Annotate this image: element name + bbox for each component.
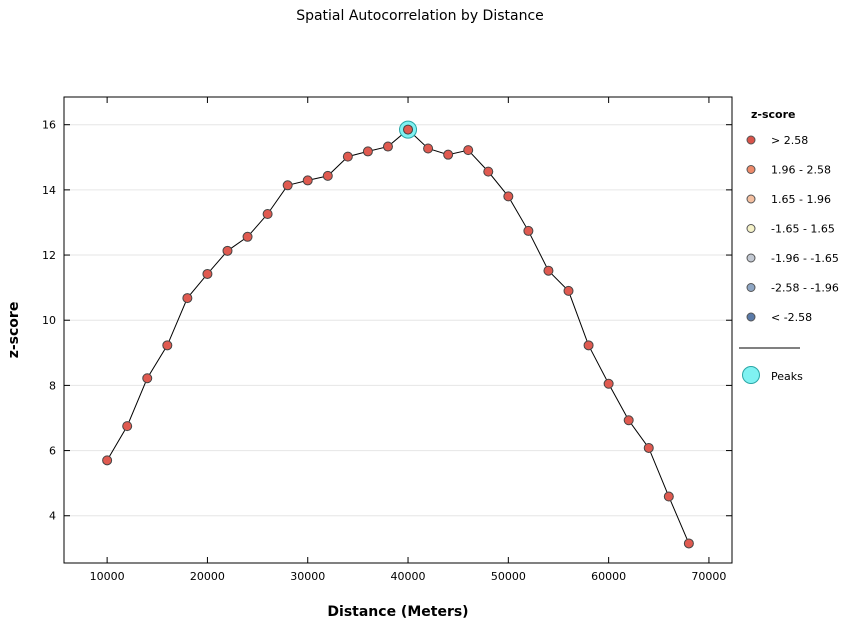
- plot-area: [63, 96, 733, 564]
- series-line: [106, 128, 690, 544]
- data-point: [182, 293, 193, 304]
- series-polyline: [106, 128, 690, 544]
- x-tick-label: 20000: [190, 570, 225, 583]
- legend-marker: [746, 165, 756, 174]
- legend-items: > 2.58 1.96 - 2.58 1.65 - 1.96 -1.65 - 1.65…: [746, 134, 839, 324]
- data-point: [403, 124, 414, 135]
- legend-item-label: 1.96 - 2.58: [771, 164, 831, 177]
- legend-peaks-marker: [742, 366, 760, 384]
- y-tick-label: 10: [42, 314, 56, 327]
- y-axis-title: z-score: [6, 302, 22, 359]
- x-axis-title: Distance (Meters): [327, 604, 468, 620]
- legend-item-label: > 2.58: [771, 134, 808, 147]
- data-point: [623, 415, 634, 426]
- x-tick-label: 60000: [591, 570, 626, 583]
- x-tick-label: 30000: [290, 570, 325, 583]
- data-point: [362, 146, 373, 157]
- y-tick-label: 4: [49, 510, 56, 523]
- data-point: [122, 421, 133, 432]
- y-tick-label: 16: [42, 119, 56, 132]
- legend-marker: [746, 312, 756, 322]
- data-point: [523, 225, 534, 236]
- legend-peaks-label: Peaks: [771, 370, 803, 383]
- legend-item-label: -1.65 - 1.65: [771, 223, 835, 236]
- data-point: [242, 231, 253, 242]
- y-tick-label: 12: [42, 249, 56, 262]
- data-point: [683, 538, 694, 549]
- grid-lines: [64, 124, 732, 517]
- data-point: [503, 191, 514, 202]
- legend: z-score > 2.58 1.96 - 2.58 1.65 - 1.96 -1.6…: [739, 108, 839, 384]
- y-tick-label: 6: [49, 445, 56, 458]
- data-point: [222, 245, 233, 256]
- legend-marker: [746, 283, 756, 292]
- y-tick-label: 8: [49, 379, 56, 392]
- data-point: [643, 442, 654, 453]
- x-tick-label: 10000: [90, 570, 125, 583]
- data-point: [382, 141, 393, 152]
- legend-item-label: < -2.58: [771, 311, 812, 324]
- y-tick-label: 14: [42, 184, 56, 197]
- data-point: [282, 180, 293, 191]
- legend-marker: [746, 135, 756, 145]
- data-point: [563, 285, 574, 296]
- data-point: [162, 340, 173, 351]
- data-points: [102, 120, 694, 549]
- legend-marker: [746, 224, 756, 233]
- legend-item-label: -2.58 - -1.96: [771, 282, 839, 295]
- axis-ticks: 4 6 8 10 12 14 16 10000 20000 30000 40000 50000 6000…: [42, 97, 732, 583]
- data-point: [102, 455, 113, 466]
- data-point: [342, 151, 353, 162]
- legend-title: z-score: [751, 108, 795, 121]
- data-point: [262, 208, 273, 219]
- x-tick-label: 70000: [691, 570, 726, 583]
- data-point: [543, 265, 554, 276]
- x-tick-label: 50000: [491, 570, 526, 583]
- chart-title: Spatial Autocorrelation by Distance: [296, 8, 544, 24]
- data-point: [483, 166, 494, 177]
- data-point: [463, 145, 474, 156]
- legend-marker: [746, 194, 756, 204]
- data-point: [663, 491, 674, 502]
- data-point: [423, 143, 434, 154]
- data-point: [322, 170, 333, 181]
- legend-item-label: -1.96 - -1.65: [771, 252, 839, 265]
- data-point: [443, 149, 454, 160]
- data-point: [142, 373, 153, 384]
- data-point: [583, 340, 594, 351]
- data-point: [302, 175, 313, 186]
- legend-item-label: 1.65 - 1.96: [771, 193, 831, 206]
- data-point: [603, 378, 614, 389]
- data-point: [202, 268, 213, 279]
- x-tick-label: 40000: [391, 570, 426, 583]
- legend-marker: [746, 253, 756, 263]
